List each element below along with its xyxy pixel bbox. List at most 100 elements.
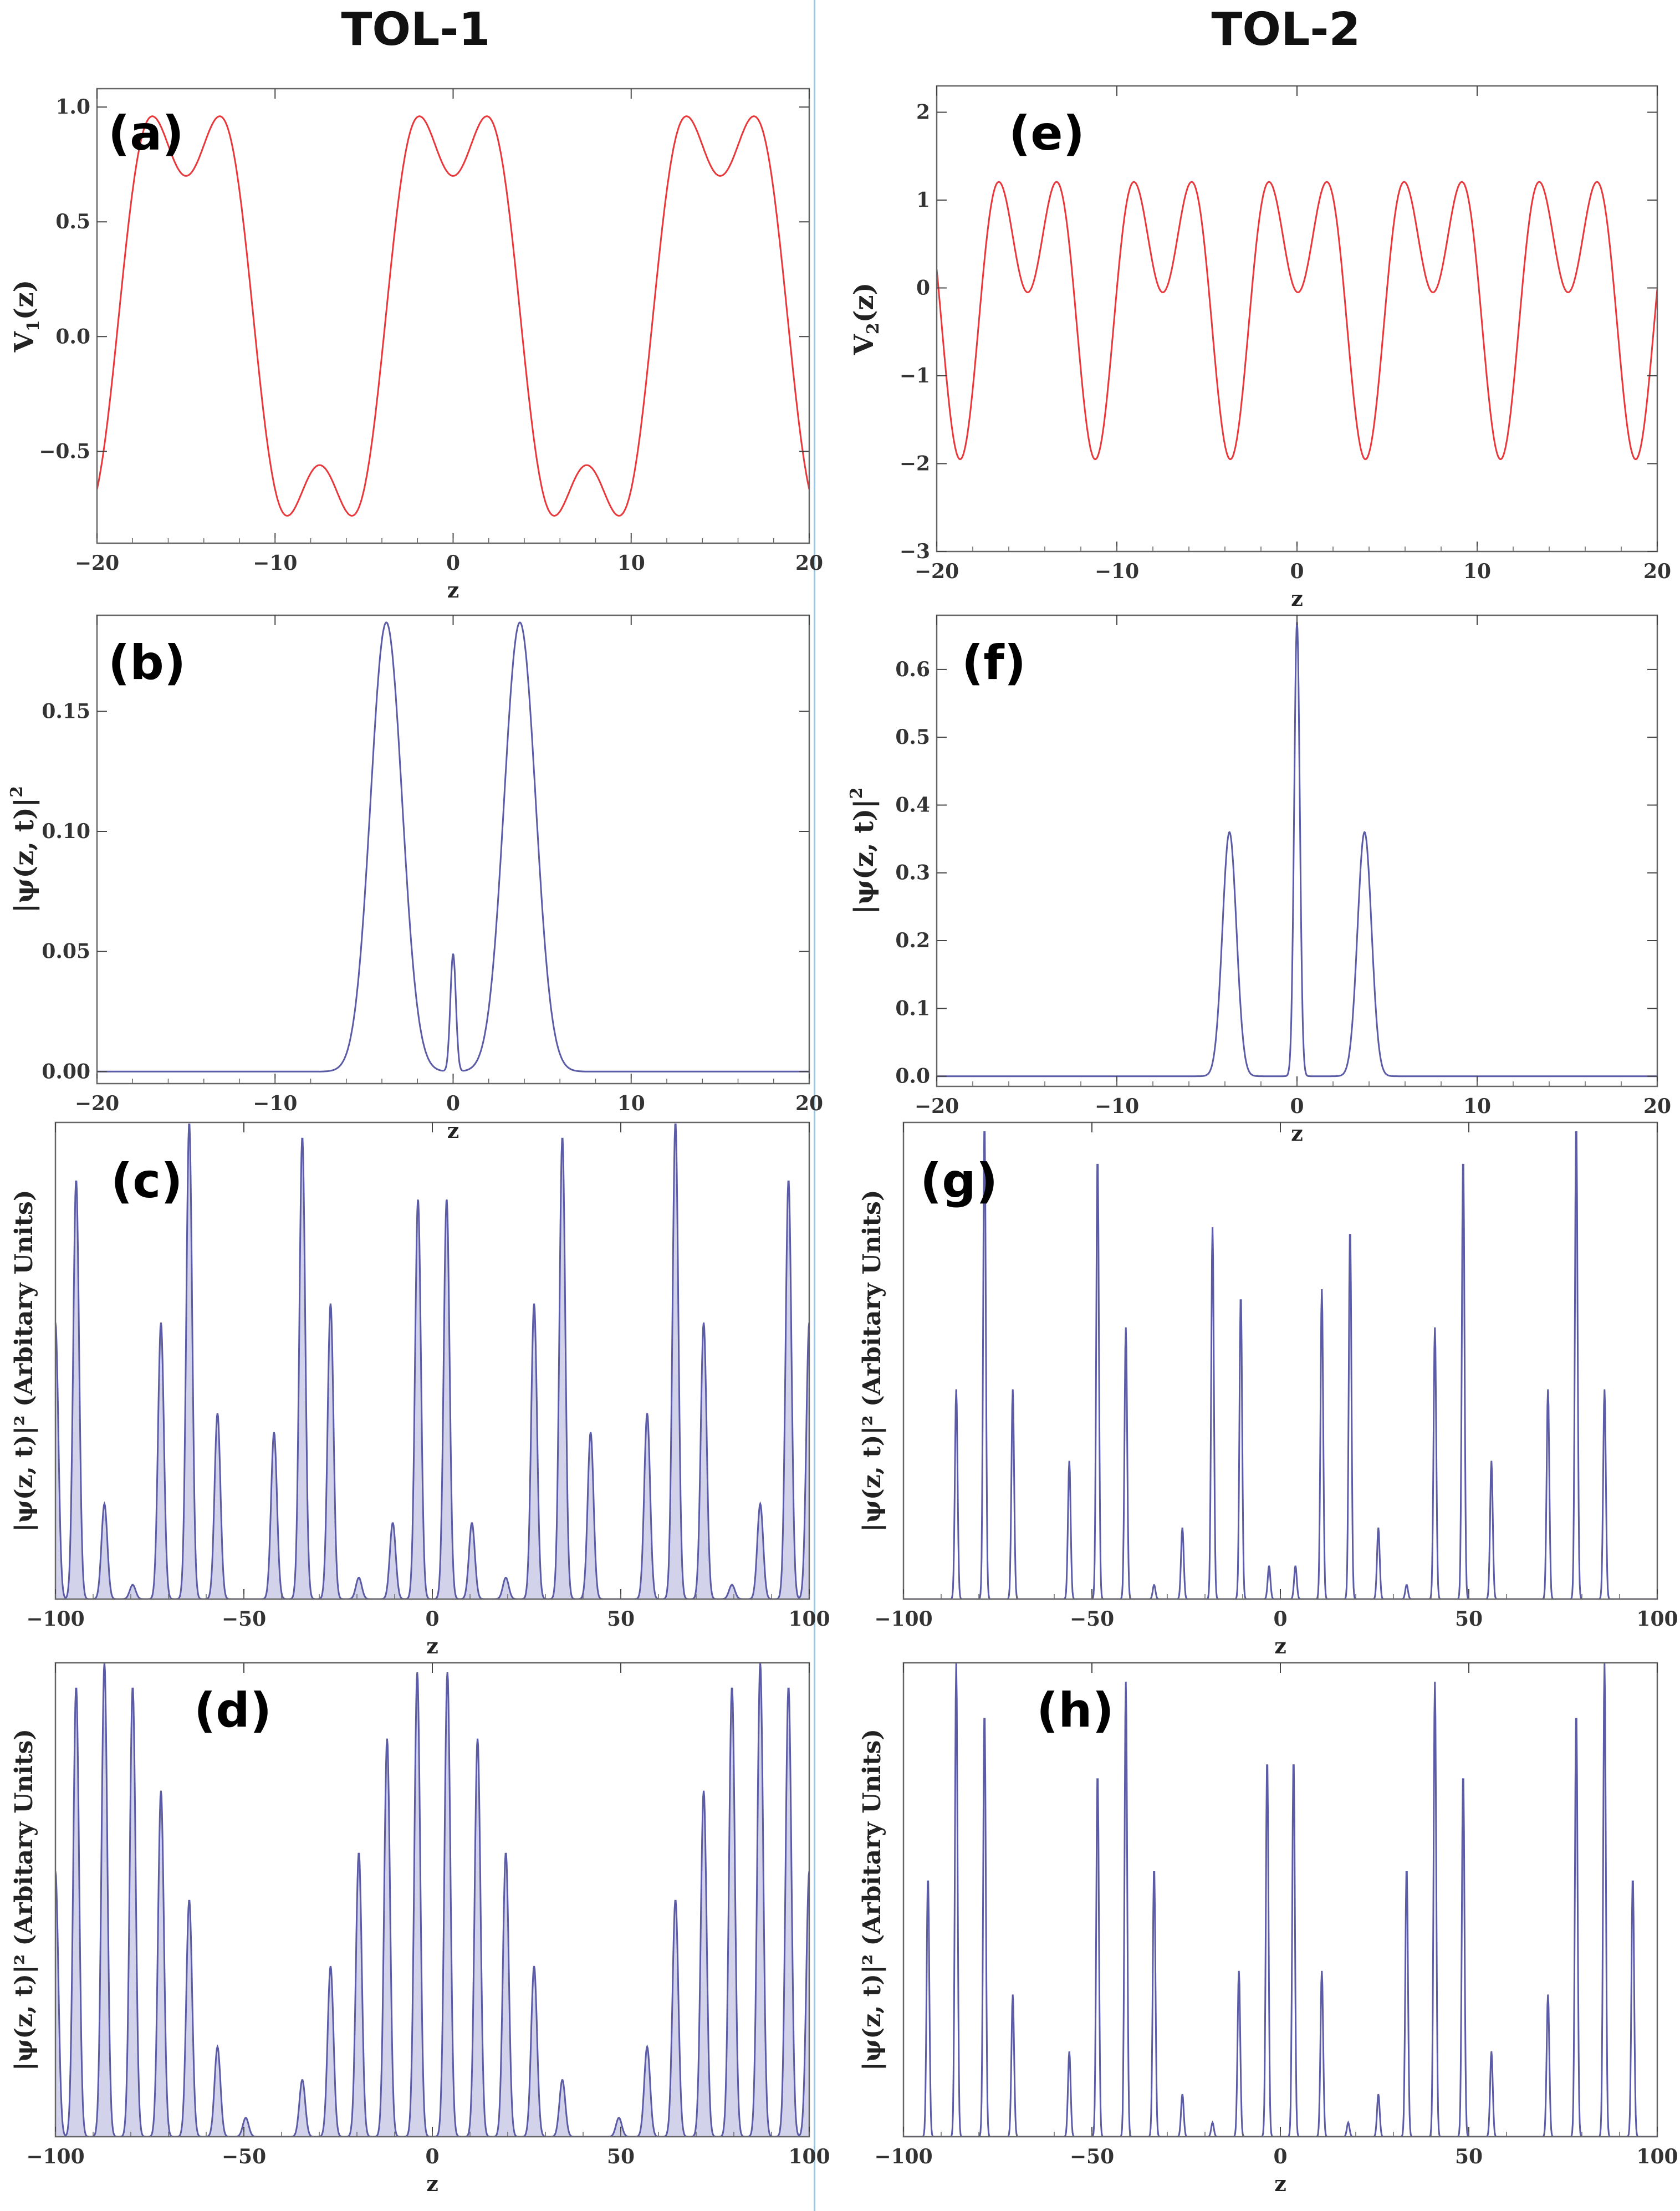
series-line-a [97,115,809,517]
ytick-label-a: 0.5 [55,210,90,233]
ytick-label-f: 0.2 [895,929,930,952]
xtick-label-d: 50 [607,2145,635,2168]
panel-c: −100 −50 0 50 100 z |ψ(z, t)|² (Arbitary Units… [10,1121,830,1658]
xtick-label-h: 100 [1636,2145,1678,2168]
ytick-label-e: 0 [916,277,930,300]
plot-frame-b [96,614,810,1085]
ytick-label-e: −2 [900,452,930,476]
peak-c-13 [446,1198,447,1199]
ylabel-h: |ψ(z, t)|² (Arbitary Units) [858,1729,886,2071]
xtick-label-f: −20 [915,1095,959,1118]
area-fill-d [55,1663,809,2137]
xtick-label-d: −50 [222,2145,266,2168]
plot-frame-d [54,1662,810,2138]
xtick-label-d: 100 [788,2145,830,2168]
xtick-label-a: −10 [253,552,297,575]
panel-tag-c: (c) [111,1153,183,1209]
ytick-label-b: 0.05 [42,940,90,963]
peak-c-8 [302,1136,303,1137]
series-line-h [903,1663,1657,2137]
xtick-label-f: 10 [1463,1095,1491,1118]
xtick-label-a: −20 [75,552,119,575]
xtick-label-h: −100 [874,2145,932,2168]
xtick-label-a: 0 [446,552,460,575]
panel-tag-h: (h) [1036,1683,1114,1738]
xlabel-b: z [447,1118,459,1143]
series-line-e [937,181,1657,461]
xtick-label-c: 50 [607,1607,635,1631]
xtick-label-e: −20 [915,560,959,583]
plot-frame-g [902,1121,1658,1600]
series-line-c [55,1124,809,1599]
xtick-label-a: 20 [795,552,823,575]
peak-h-18 [1463,1771,1464,1773]
xtick-label-h: −50 [1070,2145,1114,2168]
peak-g-9 [1240,1294,1242,1295]
peak-h-16 [1406,1866,1407,1867]
panel-h: −100 −50 0 50 100 z |ψ(z, t)|² (Arbitary Units… [858,1662,1678,2196]
ytick-label-f: 0.1 [895,997,930,1020]
xtick-label-d: −100 [26,2145,84,2168]
xtick-label-f: −10 [1095,1095,1139,1118]
peak-h-23 [1632,1876,1633,1877]
ytick-label-a: 0.0 [55,325,90,348]
xtick-label-f: 0 [1290,1095,1304,1118]
ytick-label-f: 0.4 [895,793,930,816]
ylabel-d: |ψ(z, t)|² (Arbitary Units) [10,1729,38,2071]
column-divider [814,0,815,2211]
xtick-label-e: 20 [1643,560,1671,583]
panel-g: −100 −50 0 50 100 z |ψ(z, t)|² (Arbitary Units… [858,1121,1678,1658]
ylabel-a: V1(z) [9,280,43,353]
xtick-label-g: 100 [1636,1607,1678,1631]
series-line-d [55,1663,809,2137]
ytick-label-f: 0.0 [895,1065,930,1088]
peak-c-17 [562,1136,563,1137]
ytick-label-e: 1 [916,188,930,212]
xtick-label-e: 0 [1290,560,1304,583]
peak-c-1 [75,1179,76,1180]
xtick-label-e: −10 [1095,560,1139,583]
panel-f: −20 −10 0 10 20 0.0 0.1 0.2 0.3 0.4 0.5 0.6 z |ψ(z, t… [847,614,1671,1146]
peak-h-0 [927,1876,928,1877]
peak-d-24 [788,1686,789,1687]
plot-frame-h [902,1662,1658,2138]
xtick-label-a: 10 [617,552,645,575]
series-line-g [903,1131,1657,1599]
xtick-label-b: 10 [617,1092,645,1115]
plot-frame-f [936,614,1658,1087]
panel-tag-b: (b) [108,635,186,691]
peak-h-2 [984,1710,985,1711]
xtick-label-h: 0 [1273,2145,1287,2168]
tol2-column-title: TOL-2 [1211,3,1361,56]
xtick-label-b: −20 [75,1092,119,1115]
xtick-label-e: 10 [1463,560,1491,583]
ylabel-e: V2(z) [849,283,883,356]
peak-c-12 [417,1198,418,1199]
xtick-label-b: −10 [253,1092,297,1115]
panel-tag-e: (e) [1009,106,1085,161]
xtick-label-d: 0 [425,2145,439,2168]
ylabel-c: |ψ(z, t)|² (Arbitary Units) [10,1189,38,1531]
ylabel-f: |ψ(z, t)|2 [847,787,880,914]
ytick-label-e: −3 [900,540,930,563]
ytick-label-a: −0.5 [39,440,90,463]
xlabel-c: z [426,1633,438,1658]
ytick-label-e: 2 [916,101,930,124]
xlabel-d: z [426,2171,438,2196]
peak-g-4 [1097,1155,1098,1156]
panel-d: −100 −50 0 50 100 z |ψ(z, t)|² (Arbitary Units… [10,1662,830,2196]
peak-h-21 [1576,1710,1577,1711]
xlabel-h: z [1274,2171,1286,2196]
ytick-label-f: 0.3 [895,861,930,885]
peak-h-7 [1153,1866,1155,1867]
xlabel-f: z [1291,1121,1303,1146]
xtick-label-c: 0 [425,1607,439,1631]
ylabel-g: |ψ(z, t)|² (Arbitary Units) [858,1189,886,1531]
xtick-label-g: −50 [1070,1607,1114,1631]
xlabel-a: z [447,578,459,602]
peak-d-1 [75,1686,76,1687]
series-line-b [97,621,809,1073]
series-line-f [937,622,1657,1078]
